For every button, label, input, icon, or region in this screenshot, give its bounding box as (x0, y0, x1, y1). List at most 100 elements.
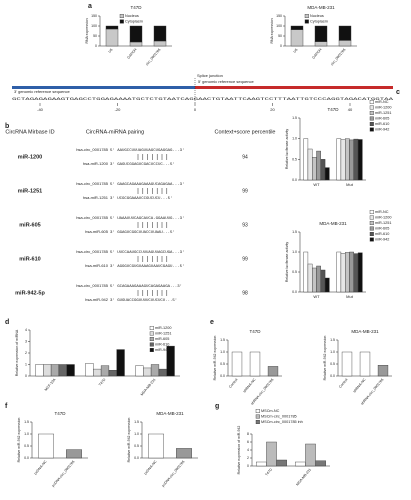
bar (129, 25, 143, 43)
bar (143, 367, 152, 377)
reference-bar-5 (195, 86, 393, 89)
y-tick-label: 1.0 (134, 432, 139, 436)
table-header: CircRNA-miRNA pairing (86, 129, 144, 135)
x-tick-label: U6 (108, 48, 114, 54)
y-tick-label: 0 (25, 374, 27, 378)
mirna-id: miR-942-5p (15, 290, 45, 296)
x-tick-label: T47D (264, 467, 273, 476)
y-tick-label: 2 (25, 351, 27, 355)
y-tick-label: 3 (25, 339, 27, 343)
y-tick-label: 0.5 (220, 362, 225, 366)
legend-label: Nucleus (125, 14, 139, 18)
bar (338, 25, 352, 41)
x-tick-label: MCF-10A (44, 377, 57, 392)
y-tick-label: 1.5 (330, 338, 335, 342)
legend-label: miR-1200 (375, 216, 391, 220)
bar (340, 139, 346, 181)
position-label: 20 (270, 107, 275, 112)
bar (105, 28, 119, 47)
x-tick-label: Mut (346, 182, 354, 187)
legend-swatch (369, 105, 374, 110)
bar (231, 351, 243, 377)
y-axis-label: Relative luciferase activity (285, 129, 289, 170)
bar (148, 433, 164, 459)
x-tick-label: Mut (346, 294, 354, 299)
score: 99 (242, 256, 248, 262)
position-label: -40 (37, 107, 44, 112)
legend-swatch (255, 414, 260, 419)
mir-label: hsa-miR-1251 (83, 195, 109, 200)
x-tick-label: T47D (98, 377, 107, 386)
legend-swatch (149, 331, 154, 336)
mir-label: hsa-miR-942 (85, 297, 109, 302)
legend-swatch (369, 215, 374, 220)
bar (314, 25, 328, 42)
bar (345, 252, 350, 293)
y-tick-label: 0 (95, 44, 97, 48)
chart-title: T47D (249, 329, 261, 334)
legend-swatch (369, 116, 374, 121)
circ-label: hsa-circ_0001785 (76, 249, 109, 254)
legend-swatch (369, 127, 374, 132)
y-tick-label: 100 (91, 24, 97, 28)
bar (338, 40, 352, 47)
reference-bar-3 (12, 86, 195, 89)
legend-label: Nucleus (310, 14, 324, 18)
circ-label: hsa-circ_0001785 (76, 181, 109, 186)
legend-swatch (255, 409, 260, 414)
bar (153, 40, 167, 47)
legend-swatch (369, 99, 374, 104)
y-tick-label: 2 (247, 456, 249, 460)
y-tick-label: 1.0 (220, 350, 225, 354)
y-tick-label: 0 (280, 44, 282, 48)
y-tick-label: 4 (25, 328, 27, 332)
score: 94 (242, 154, 248, 160)
bar (256, 461, 267, 467)
y-tick-label: 0.5 (24, 444, 29, 448)
y-tick-label: 1.5 (292, 116, 297, 120)
mirna-id: miR-1251 (18, 188, 42, 194)
bar (58, 364, 67, 377)
bar (303, 138, 309, 181)
bar (320, 269, 326, 293)
mir-label: hsa-miR-605 (85, 229, 109, 234)
y-axis-label: RNA expression (85, 18, 89, 43)
legend-swatch (149, 337, 154, 342)
legend-swatch (304, 19, 309, 24)
y-tick-label: 4 (247, 448, 249, 452)
bar (320, 159, 326, 181)
bar (324, 277, 330, 293)
chart-title: MDA-MB-231 (319, 221, 347, 226)
y-tick-label: 1.0 (292, 250, 297, 254)
y-tick-label: 1.0 (330, 350, 335, 354)
y-tick-label: 0.5 (292, 157, 297, 161)
y-tick-label: 1.0 (24, 432, 29, 436)
panel-label: c (396, 89, 400, 96)
x-tick-label: MDA-MB-231 (140, 378, 157, 397)
legend-label: Cytoplasm (310, 20, 328, 24)
x-tick-label: WT (313, 294, 320, 299)
panel-label: g (215, 403, 219, 410)
legend-swatch (369, 121, 374, 126)
y-axis-label: Relative expression of miRNA (15, 329, 19, 376)
legend-swatch (255, 420, 260, 425)
y-tick-label: 0.0 (330, 374, 335, 378)
mirna-id: miR-605 (19, 222, 40, 228)
bar (336, 251, 342, 293)
bar (353, 138, 359, 181)
panel-label: e (210, 319, 214, 326)
chart-title: MDA-MB-231 (307, 5, 335, 10)
x-tick-label: circ_0001785 (145, 48, 162, 67)
bar (129, 41, 143, 47)
bar (38, 433, 54, 459)
bar (290, 25, 304, 30)
y-tick-label: 0 (247, 464, 249, 468)
bar (316, 265, 321, 293)
mir-seq: 3' UCGCGGAAAUCCGUCUCU...5' (110, 196, 172, 201)
bar (85, 363, 94, 377)
bar (108, 370, 117, 377)
bar (305, 443, 316, 467)
chart-title: T47D (130, 5, 142, 10)
